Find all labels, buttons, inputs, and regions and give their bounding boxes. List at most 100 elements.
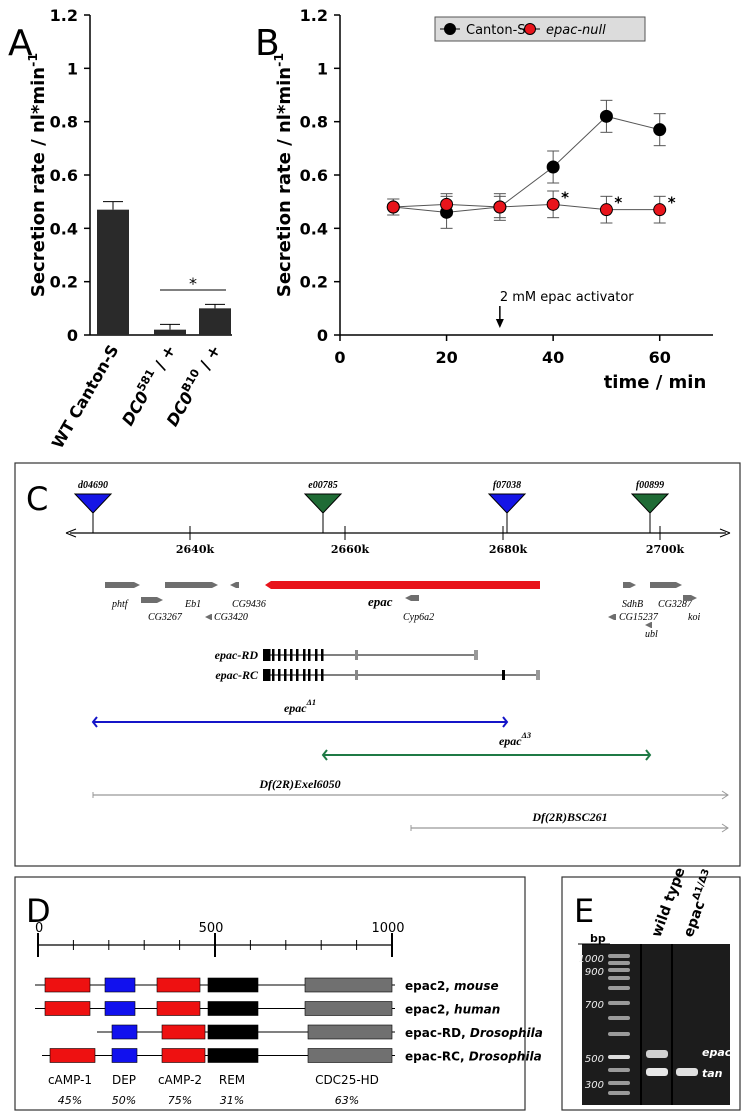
exon bbox=[296, 669, 299, 681]
ladder-label: 500 bbox=[585, 1054, 604, 1065]
point bbox=[653, 203, 667, 217]
domain-box bbox=[111, 1024, 138, 1040]
deletion-label: Df(2R)BSC261 bbox=[531, 810, 607, 824]
protein-label: epac-RD, Drosophila bbox=[405, 1026, 543, 1040]
ladder-band bbox=[608, 954, 630, 958]
significance-label: * bbox=[668, 194, 676, 212]
exon bbox=[308, 669, 311, 681]
y-tick-label: 0.6 bbox=[50, 166, 78, 185]
panel-d-frame bbox=[14, 876, 526, 1111]
ladder-label: 900 bbox=[585, 967, 604, 978]
transcript-label: epac-RC bbox=[215, 668, 259, 682]
exon bbox=[355, 670, 358, 680]
y-tick-label: 1.2 bbox=[50, 6, 78, 25]
exon bbox=[268, 649, 271, 661]
x-tick-label-part: WT Canton-S bbox=[48, 342, 123, 452]
domain-identity: 45% bbox=[58, 1094, 82, 1107]
point bbox=[386, 200, 400, 214]
protein-label: epac2, mouse bbox=[405, 979, 499, 993]
y-axis-label-part: Secretion rate / nl*min bbox=[28, 67, 49, 297]
insertion-label: f00899 bbox=[636, 480, 664, 491]
x-tick-label: 60 bbox=[649, 348, 671, 367]
protein-label-part: epac2, bbox=[405, 1003, 454, 1017]
protein-label-part: mouse bbox=[454, 979, 499, 993]
panel-label: D bbox=[26, 892, 51, 930]
ladder-band bbox=[608, 1081, 630, 1085]
deletion-label-part: epac bbox=[284, 701, 307, 715]
scale-label: 2700k bbox=[646, 543, 685, 556]
lane-label-part: Δ1/Δ3 bbox=[691, 867, 712, 901]
gene-arrow bbox=[205, 614, 212, 620]
gene-arrow bbox=[405, 595, 419, 601]
x-tick-label-part: DC0 bbox=[118, 388, 153, 429]
gene-label: CG9436 bbox=[232, 599, 266, 610]
annotation-arrowhead bbox=[495, 319, 504, 328]
gene-label: phtf bbox=[111, 599, 129, 610]
ladder-band bbox=[608, 968, 630, 972]
bar bbox=[199, 308, 231, 335]
gene-label: CG3420 bbox=[214, 612, 248, 623]
scale-label: 2680k bbox=[489, 543, 528, 556]
ladder-band bbox=[608, 1055, 630, 1059]
domain-box bbox=[207, 977, 259, 993]
exon bbox=[355, 650, 358, 660]
gene-arrow bbox=[608, 614, 616, 620]
domain-identity: 50% bbox=[112, 1094, 136, 1107]
x-tick-label: WT Canton-S bbox=[48, 342, 123, 452]
ladder-band bbox=[608, 986, 630, 990]
insertion-marker bbox=[487, 493, 527, 514]
domain-box bbox=[49, 1048, 96, 1063]
ladder-band bbox=[608, 1016, 630, 1020]
exon bbox=[284, 649, 287, 661]
domain-label: cAMP-2 bbox=[158, 1073, 202, 1087]
domain-box bbox=[44, 1001, 91, 1016]
panel-label: B bbox=[255, 23, 280, 64]
y-tick-label: 0 bbox=[67, 326, 78, 345]
exon bbox=[290, 649, 293, 661]
deletion-label-part: Δ1 bbox=[306, 698, 316, 707]
gene-arrow bbox=[165, 582, 218, 588]
exon bbox=[272, 649, 275, 661]
gene-label: ubl bbox=[645, 629, 658, 640]
point bbox=[493, 200, 507, 214]
domain-label: DEP bbox=[112, 1073, 136, 1087]
exon bbox=[303, 669, 306, 681]
deletion-label-part: Df(2R)BSC261 bbox=[531, 810, 607, 824]
y-tick-label: 1 bbox=[317, 59, 328, 78]
panel-e-frame bbox=[561, 876, 741, 1111]
domain-box bbox=[207, 1048, 259, 1063]
point bbox=[653, 123, 667, 137]
exon bbox=[263, 669, 270, 681]
domain-box bbox=[156, 977, 201, 993]
domain-identity: 31% bbox=[220, 1094, 244, 1107]
scale-label: 1000 bbox=[371, 921, 404, 936]
protein-label-part: Drosophila bbox=[469, 1050, 542, 1064]
domain-box bbox=[104, 1001, 136, 1016]
domain-box bbox=[307, 1048, 393, 1063]
insertion-label: d04690 bbox=[78, 480, 108, 491]
point bbox=[546, 197, 560, 211]
gene-arrow bbox=[265, 581, 540, 589]
protein-label: epac-RC, Drosophila bbox=[405, 1050, 542, 1064]
domain-box bbox=[156, 1001, 201, 1016]
protein-label-part: epac-RD, bbox=[405, 1026, 470, 1040]
ladder-band bbox=[608, 1032, 630, 1036]
y-tick-label: 0.2 bbox=[50, 273, 78, 292]
domain-box bbox=[104, 977, 136, 993]
gene-label: koi bbox=[688, 612, 700, 623]
ladder-band bbox=[608, 1001, 630, 1005]
point bbox=[599, 203, 613, 217]
domain-box bbox=[207, 1001, 259, 1016]
exon bbox=[315, 649, 318, 661]
gene-arrow bbox=[683, 595, 697, 601]
deletion-end bbox=[91, 716, 509, 728]
y-tick-label: 0.4 bbox=[300, 219, 328, 238]
insertion-label: e00785 bbox=[308, 480, 337, 491]
y-tick-label: 1 bbox=[67, 59, 78, 78]
gene-label: SdhB bbox=[622, 599, 643, 610]
gene-label: CG3267 bbox=[148, 612, 183, 623]
exon bbox=[321, 669, 324, 681]
domain-box bbox=[304, 1001, 393, 1016]
bar bbox=[154, 329, 186, 335]
